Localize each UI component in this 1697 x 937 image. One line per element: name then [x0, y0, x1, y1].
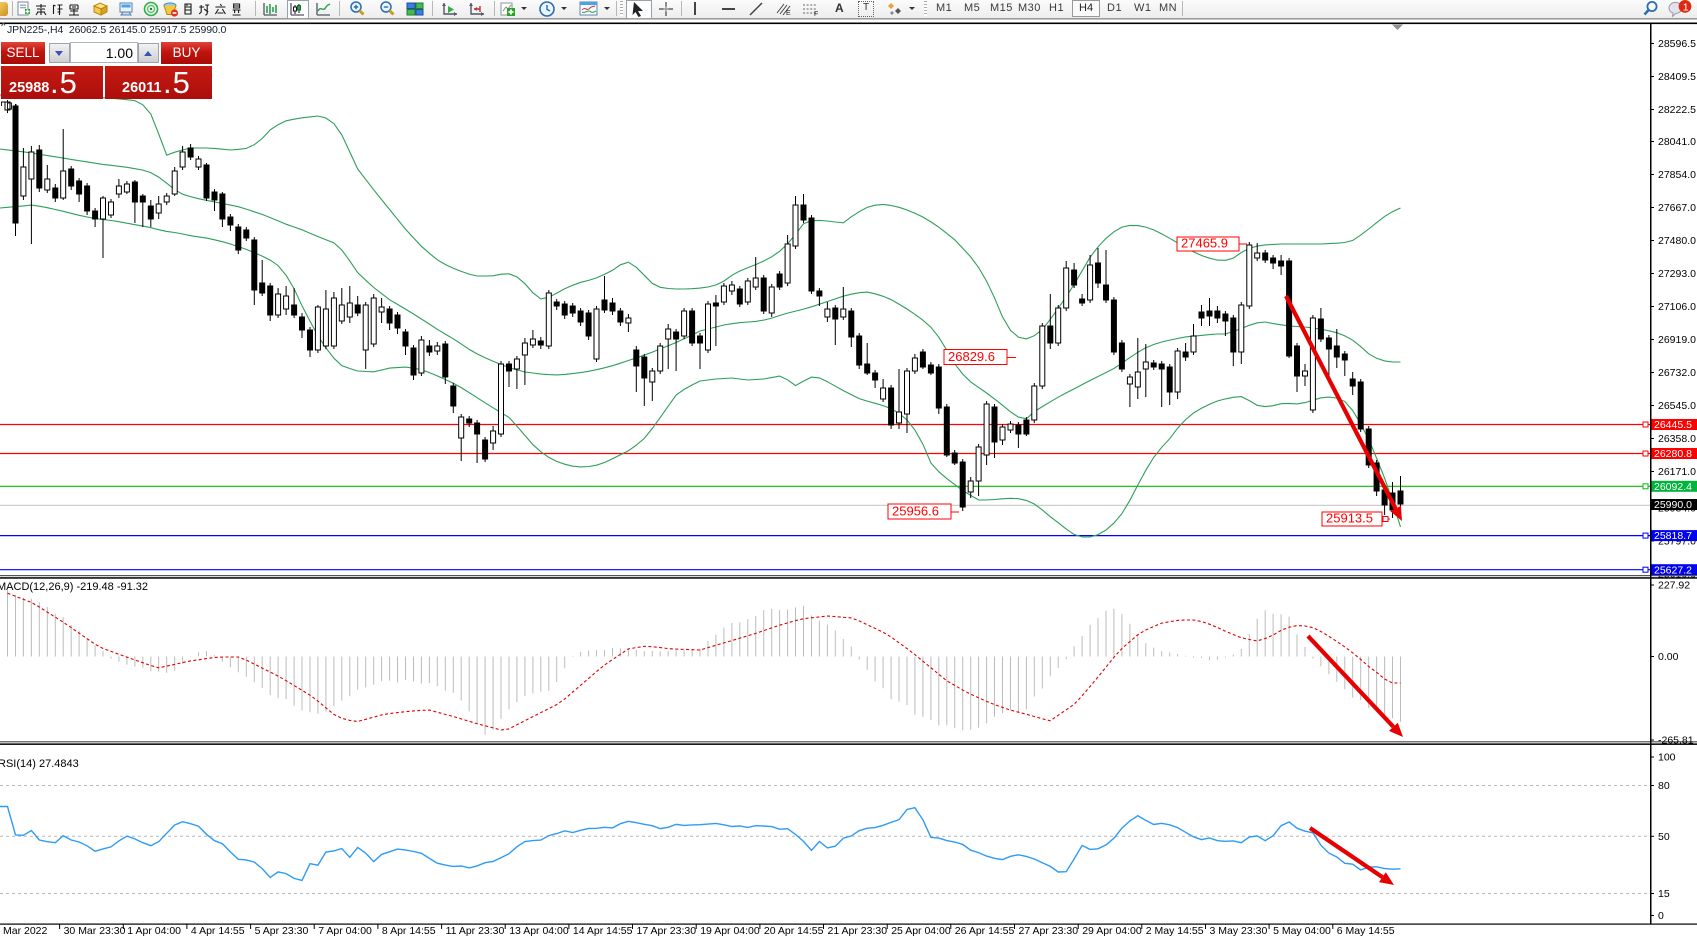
svg-text:3 May 23:30: 3 May 23:30 — [1210, 925, 1268, 937]
svg-text:26829.6: 26829.6 — [948, 349, 995, 364]
svg-text:RSI(14) 27.4843: RSI(14) 27.4843 — [0, 758, 79, 770]
svg-text:25956.6: 25956.6 — [892, 504, 939, 519]
svg-text:26545.0: 26545.0 — [1658, 400, 1696, 412]
svg-text:26358.0: 26358.0 — [1658, 433, 1696, 445]
svg-text:25818.7: 25818.7 — [1654, 530, 1692, 542]
svg-text:17 Apr 23:30: 17 Apr 23:30 — [637, 925, 697, 937]
svg-text:0.00: 0.00 — [1658, 651, 1679, 663]
svg-text:27667.0: 27667.0 — [1658, 202, 1696, 214]
svg-text:30 Mar 23:30: 30 Mar 23:30 — [64, 925, 126, 937]
svg-text:14 Apr 14:55: 14 Apr 14:55 — [573, 925, 633, 937]
svg-text:JPN225-,H4 26062.5 26145.0 25: JPN225-,H4 26062.5 26145.0 25917.5 25990… — [7, 24, 227, 36]
svg-text:MACD(12,26,9) -219.48 -91.32: MACD(12,26,9) -219.48 -91.32 — [0, 581, 148, 593]
svg-text:27465.9: 27465.9 — [1181, 236, 1228, 251]
svg-text:5 May 04:00: 5 May 04:00 — [1273, 925, 1331, 937]
svg-text:28596.5: 28596.5 — [1658, 38, 1696, 50]
svg-text:26280.8: 26280.8 — [1654, 448, 1692, 460]
svg-text:26171.0: 26171.0 — [1658, 466, 1696, 478]
svg-text:27854.0: 27854.0 — [1658, 169, 1696, 181]
svg-text:27293.0: 27293.0 — [1658, 268, 1696, 280]
svg-text:25913.5: 25913.5 — [1326, 511, 1373, 526]
svg-text:26732.0: 26732.0 — [1658, 367, 1696, 379]
svg-text:Mar 2022: Mar 2022 — [3, 925, 48, 937]
svg-text:26445.5: 26445.5 — [1654, 419, 1692, 431]
svg-text:27 Apr 23:30: 27 Apr 23:30 — [1019, 925, 1079, 937]
svg-text:20 Apr 14:55: 20 Apr 14:55 — [764, 925, 824, 937]
svg-text:25627.2: 25627.2 — [1654, 564, 1692, 576]
svg-text:E: E — [786, 10, 791, 17]
svg-text:26 Apr 14:55: 26 Apr 14:55 — [955, 925, 1015, 937]
svg-text:50: 50 — [1658, 831, 1670, 843]
svg-text:27480.0: 27480.0 — [1658, 235, 1696, 247]
svg-text:21 Apr 23:30: 21 Apr 23:30 — [828, 925, 888, 937]
svg-text:27106.0: 27106.0 — [1658, 301, 1696, 313]
svg-text:1: 1 — [1683, 1, 1689, 13]
svg-text:1 Apr 04:00: 1 Apr 04:00 — [127, 925, 181, 937]
svg-text:26092.4: 26092.4 — [1654, 481, 1692, 493]
svg-text:6 May 14:55: 6 May 14:55 — [1337, 925, 1395, 937]
svg-text:4 Apr 14:55: 4 Apr 14:55 — [191, 925, 245, 937]
svg-text:11 Apr 23:30: 11 Apr 23:30 — [446, 925, 505, 937]
svg-text:0: 0 — [1658, 910, 1664, 922]
svg-text:26919.0: 26919.0 — [1658, 334, 1696, 346]
svg-text:29 Apr 04:00: 29 Apr 04:00 — [1082, 925, 1142, 937]
svg-text:2 May 14:55: 2 May 14:55 — [1146, 925, 1204, 937]
svg-text:80: 80 — [1658, 780, 1670, 792]
svg-text:28041.0: 28041.0 — [1658, 136, 1696, 148]
svg-text:5 Apr 23:30: 5 Apr 23:30 — [255, 925, 309, 937]
svg-text:28222.5: 28222.5 — [1658, 104, 1696, 116]
svg-text:25 Apr 04:00: 25 Apr 04:00 — [891, 925, 951, 937]
svg-text:100: 100 — [1658, 752, 1676, 764]
svg-text:25990.0: 25990.0 — [1654, 499, 1692, 511]
svg-text:7 Apr 04:00: 7 Apr 04:00 — [318, 925, 372, 937]
svg-text:15: 15 — [1658, 888, 1670, 900]
svg-text:19 Apr 04:00: 19 Apr 04:00 — [700, 925, 760, 937]
svg-text:28409.5: 28409.5 — [1658, 71, 1696, 83]
svg-text:F: F — [814, 11, 818, 17]
svg-text:227.92: 227.92 — [1658, 580, 1690, 592]
svg-text:13 Apr 04:00: 13 Apr 04:00 — [509, 925, 569, 937]
svg-text:8 Apr 14:55: 8 Apr 14:55 — [382, 925, 436, 937]
svg-text:-265.81: -265.81 — [1658, 735, 1694, 747]
